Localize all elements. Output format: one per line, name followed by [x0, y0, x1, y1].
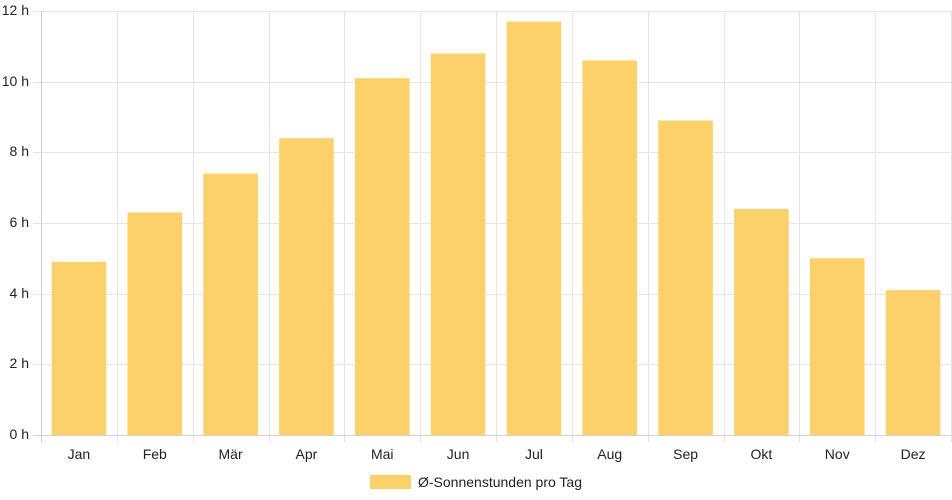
bar-mai[interactable] [354, 78, 410, 435]
x-tick-label: Nov [825, 446, 850, 462]
x-tick-label: Sep [673, 446, 698, 462]
y-tick-label: 4 h [10, 285, 29, 301]
y-tick-label: 0 h [10, 426, 29, 442]
y-axis-tick-labels: 0 h 2 h 4 h 6 h 8 h 10 h 12 h [2, 2, 29, 442]
y-tick-label: 6 h [10, 214, 29, 230]
x-tick-label: Aug [597, 446, 622, 462]
bar-mär[interactable] [203, 173, 258, 436]
y-tick-label: 2 h [10, 355, 29, 371]
bar-dez[interactable] [885, 290, 941, 435]
x-tick-label: Jun [447, 446, 470, 462]
x-tick-label: Okt [751, 446, 773, 462]
bar-okt[interactable] [734, 208, 789, 435]
x-tick-label: Feb [143, 446, 167, 462]
y-tick-label: 10 h [2, 73, 29, 89]
legend[interactable]: Ø-Sonnenstunden pro Tag [370, 474, 582, 490]
bar-feb[interactable] [127, 212, 183, 435]
x-tick-label: Jul [525, 446, 543, 462]
bar-jul[interactable] [506, 21, 562, 435]
legend-swatch [370, 475, 411, 489]
x-tick-label: Mai [371, 446, 394, 462]
x-tick-label: Mär [219, 446, 243, 462]
bar-jun[interactable] [430, 53, 486, 436]
x-axis-tick-labels: Jan Feb Mär Apr Mai Jun Jul Aug Sep Okt Nov Dez [68, 446, 926, 462]
bar-aug[interactable] [582, 60, 638, 435]
bar-apr[interactable] [279, 138, 334, 435]
legend-label: Ø-Sonnenstunden pro Tag [418, 474, 582, 490]
x-tick-label: Apr [296, 446, 318, 462]
x-tick-label: Dez [901, 446, 926, 462]
y-tick-label: 12 h [2, 2, 29, 18]
bar-nov[interactable] [809, 258, 865, 435]
bars [51, 21, 941, 436]
bar-jan[interactable] [51, 261, 107, 435]
axes [33, 11, 951, 443]
grid [33, 11, 952, 443]
x-tick-label: Jan [68, 446, 91, 462]
y-tick-label: 8 h [10, 143, 29, 159]
bar-sep[interactable] [658, 120, 713, 436]
